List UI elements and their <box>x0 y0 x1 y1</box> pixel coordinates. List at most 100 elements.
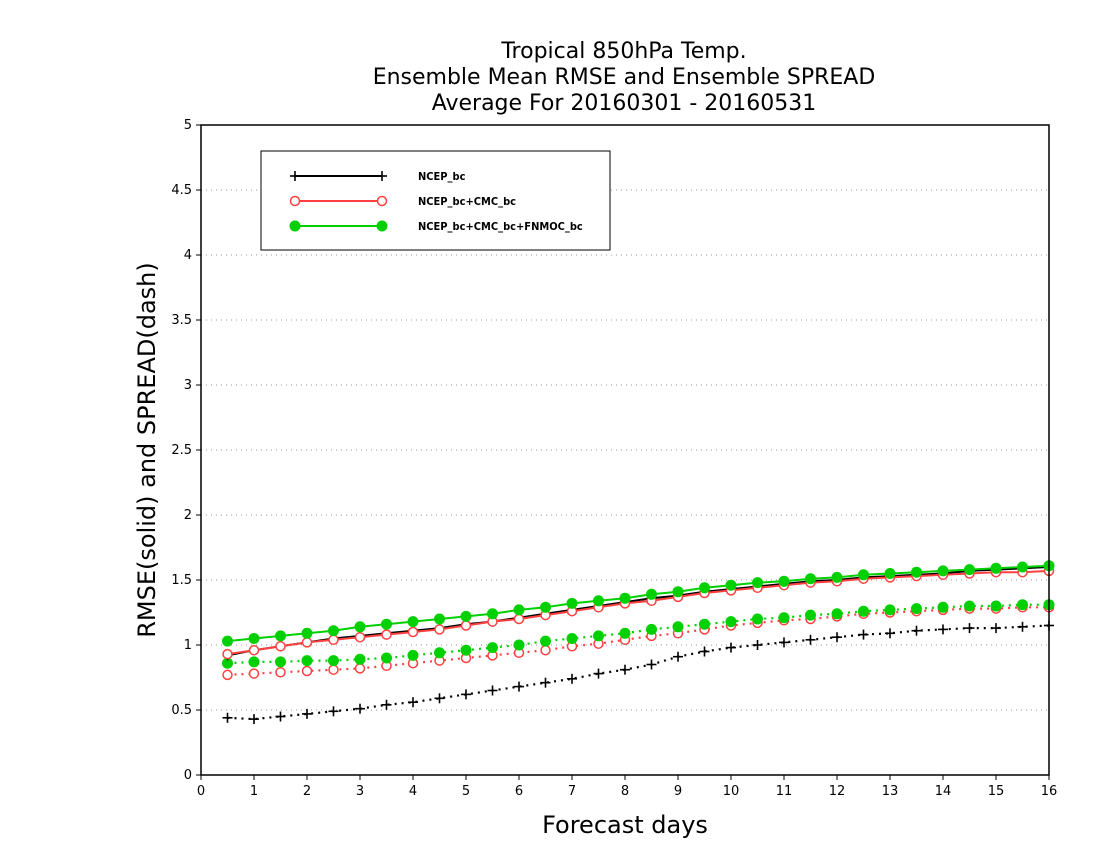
series-1-spread-point <box>461 689 471 700</box>
series-3-spread-point <box>752 613 763 625</box>
series-3-rmse-point <box>275 630 286 642</box>
legend-marker <box>376 195 388 207</box>
series-3-spread-point <box>275 656 286 668</box>
x-tick-label: 10 <box>723 784 740 799</box>
series-2-spread-point <box>248 668 260 679</box>
series-1-spread-point <box>805 634 816 645</box>
series-1-spread-point <box>302 708 312 719</box>
series-3-spread-point <box>831 608 843 620</box>
series-3-spread-point <box>354 653 366 665</box>
legend-entry: NCEP_bc <box>290 170 466 183</box>
x-tick-label: 9 <box>674 784 682 799</box>
chart-title-line-1: Tropical 850hPa Temp. <box>500 39 746 64</box>
series-2-rmse-point <box>354 631 366 643</box>
series-layer <box>222 560 1055 725</box>
series-2-spread-point <box>275 667 286 678</box>
series-3-spread-point <box>805 609 816 621</box>
series-1-spread-point <box>938 624 948 635</box>
series-1-spread-point <box>355 703 365 714</box>
x-axis-label: Forecast days <box>542 811 708 839</box>
series-3-rmse-point <box>222 635 233 647</box>
series-3-spread-point <box>407 649 419 661</box>
series-1-spread-point <box>964 623 975 634</box>
series-1-spread-point <box>885 628 895 639</box>
series-3-spread-point <box>858 605 869 617</box>
series-2-spread-point <box>540 644 551 656</box>
x-tick-label: 13 <box>882 784 899 799</box>
series-3-rmse-point <box>990 562 1002 574</box>
y-axis-label: RMSE(solid) and SPREAD(dash) <box>133 262 161 638</box>
series-1-spread-point <box>408 697 418 708</box>
legend-label: NCEP_bc+CMC_bc <box>418 195 516 208</box>
x-tick-label: 6 <box>515 784 523 799</box>
series-3-rmse-point <box>858 569 869 581</box>
series-3-spread-point <box>487 642 498 654</box>
series-3-rmse-point <box>884 568 896 579</box>
y-tick-label: 0 <box>184 768 192 783</box>
series-3-spread-point <box>725 616 737 628</box>
y-tick-label: 1 <box>184 638 192 653</box>
series-3-rmse-point <box>540 601 551 613</box>
series-3-spread-point <box>990 600 1002 612</box>
series-3-rmse-line <box>227 564 1050 643</box>
x-tick-label: 7 <box>568 784 576 799</box>
y-tick-label: 2.5 <box>171 443 192 458</box>
series-2-spread-point <box>354 663 366 674</box>
series-2-spread-line <box>227 606 1049 676</box>
series-2-rmse-point <box>513 613 525 625</box>
series-3-rmse-point <box>328 625 339 637</box>
series-3-rmse-point <box>593 595 604 607</box>
legend-marker <box>289 220 301 232</box>
series-2-rmse-point <box>275 641 286 652</box>
series-1-spread-line <box>227 624 1050 721</box>
legend-entry: NCEP_bc+CMC_bc+FNMOC_bc <box>289 220 583 233</box>
series-3-rmse-point <box>778 575 790 587</box>
series-1-spread-point <box>991 623 1001 634</box>
series-3-spread-line <box>227 603 1049 665</box>
series-3-rmse-point <box>407 616 419 628</box>
series-3-spread-point <box>699 618 710 630</box>
series-2-rmse-point <box>301 637 313 648</box>
axes: 00.511.522.533.544.550 1 2 3 4 5 6 7 8 9 10 11 12 13 1… <box>171 118 1057 799</box>
legend-marker <box>289 195 301 207</box>
series-3-spread-point <box>778 612 790 624</box>
legend-entry: NCEP_bc+CMC_bc <box>289 195 516 208</box>
series-3-spread-point <box>937 601 949 613</box>
series-3-spread-point <box>248 656 260 668</box>
series-3-rmse-point <box>646 588 657 600</box>
series-3-rmse-point <box>487 608 498 620</box>
series-1-spread-point <box>514 681 524 692</box>
series-3-rmse-point <box>1017 561 1028 573</box>
x-tick-label: 0 <box>197 784 205 799</box>
series-3-spread-point <box>911 603 922 615</box>
y-tick-label: 0.5 <box>171 703 192 718</box>
series-2-rmse-point <box>460 620 472 631</box>
series-1-spread-point <box>673 651 683 662</box>
x-tick-label: 14 <box>935 784 952 799</box>
series-2-spread-point <box>301 665 313 677</box>
y-tick-label: 4.5 <box>171 183 192 198</box>
series-1-spread-point <box>249 714 259 725</box>
series-3-rmse-point <box>354 621 366 633</box>
series-3-rmse-point <box>513 604 525 616</box>
series-1-spread-point <box>726 642 736 653</box>
series-1-spread-point <box>646 659 657 670</box>
y-tick-label: 4 <box>184 248 192 263</box>
x-tick-label: 3 <box>356 784 364 799</box>
series-3-rmse-point <box>248 633 260 644</box>
series-3-rmse-point <box>381 618 392 630</box>
series-3-rmse-point <box>566 597 578 609</box>
series-2-rmse-line <box>227 569 1050 656</box>
series-2-spread-point <box>222 669 233 681</box>
series-3-spread-point <box>672 621 684 633</box>
y-tick-label: 3 <box>184 378 192 393</box>
series-3-spread-point <box>964 600 975 612</box>
series-1-spread-point <box>381 699 392 710</box>
series-1-spread-point <box>275 711 286 722</box>
series-3-spread-point <box>619 627 631 639</box>
legend-marker <box>376 220 388 232</box>
series-3-rmse-point <box>937 565 949 577</box>
series-3-rmse-point <box>911 566 922 578</box>
series-2-rmse-point <box>222 648 233 660</box>
